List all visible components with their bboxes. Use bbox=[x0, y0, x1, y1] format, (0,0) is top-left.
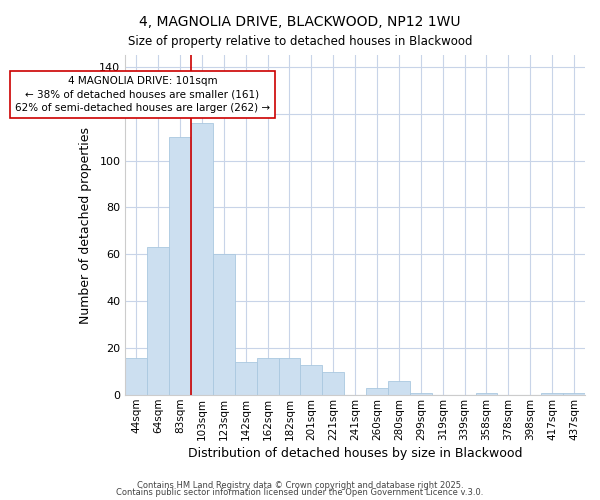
Text: Contains HM Land Registry data © Crown copyright and database right 2025.: Contains HM Land Registry data © Crown c… bbox=[137, 480, 463, 490]
Bar bbox=[147, 248, 169, 395]
Bar bbox=[322, 372, 344, 395]
Text: 4, MAGNOLIA DRIVE, BLACKWOOD, NP12 1WU: 4, MAGNOLIA DRIVE, BLACKWOOD, NP12 1WU bbox=[139, 15, 461, 29]
Bar bbox=[191, 123, 213, 395]
X-axis label: Distribution of detached houses by size in Blackwood: Distribution of detached houses by size … bbox=[188, 447, 523, 460]
Text: 4 MAGNOLIA DRIVE: 101sqm
← 38% of detached houses are smaller (161)
62% of semi-: 4 MAGNOLIA DRIVE: 101sqm ← 38% of detach… bbox=[15, 76, 270, 112]
Bar bbox=[125, 358, 147, 395]
Bar bbox=[235, 362, 257, 395]
Text: Size of property relative to detached houses in Blackwood: Size of property relative to detached ho… bbox=[128, 35, 472, 48]
Y-axis label: Number of detached properties: Number of detached properties bbox=[79, 126, 92, 324]
Bar bbox=[257, 358, 278, 395]
Bar bbox=[278, 358, 301, 395]
Bar bbox=[541, 393, 563, 395]
Bar bbox=[563, 393, 585, 395]
Bar bbox=[476, 393, 497, 395]
Bar bbox=[388, 381, 410, 395]
Bar bbox=[366, 388, 388, 395]
Bar bbox=[169, 137, 191, 395]
Bar bbox=[410, 393, 432, 395]
Bar bbox=[301, 364, 322, 395]
Bar bbox=[213, 254, 235, 395]
Text: Contains public sector information licensed under the Open Government Licence v.: Contains public sector information licen… bbox=[116, 488, 484, 497]
